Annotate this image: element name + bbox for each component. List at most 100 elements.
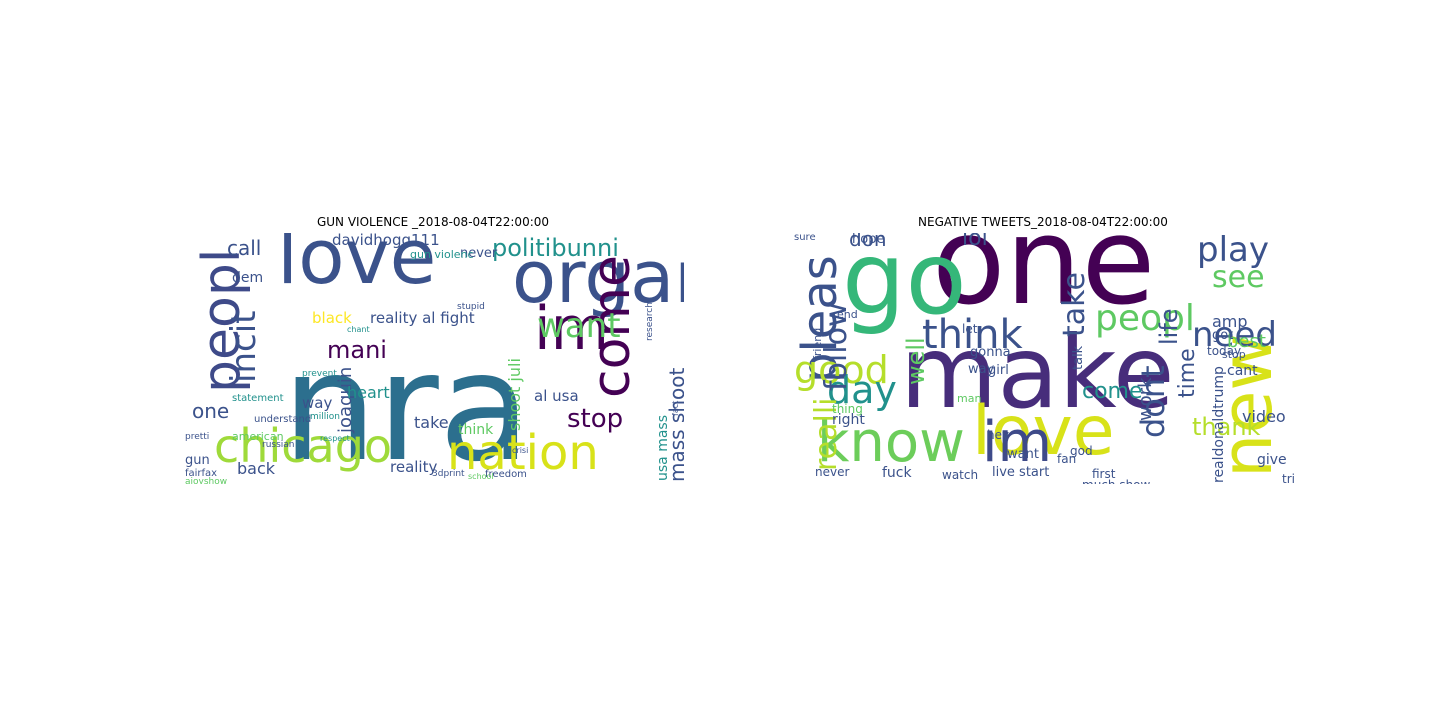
cloud-word: black bbox=[312, 309, 352, 327]
cloud-word: don bbox=[849, 233, 887, 251]
cloud-word: live start bbox=[992, 465, 1050, 480]
cloud-word: one bbox=[932, 233, 1156, 332]
cloud-word: pretti bbox=[185, 432, 210, 442]
cloud-word: take bbox=[1057, 272, 1092, 337]
right-word-cloud: one go make love know im new pleas think peopl nee… bbox=[792, 233, 1294, 484]
cloud-word: want bbox=[537, 306, 621, 346]
cloud-word: cant bbox=[1227, 363, 1258, 379]
cloud-word: heart bbox=[347, 383, 390, 402]
cloud-word: think bbox=[458, 422, 494, 438]
cloud-word: fact bbox=[671, 400, 680, 416]
cloud-word: 3dprint bbox=[432, 469, 465, 479]
cloud-word: back bbox=[237, 459, 276, 478]
cloud-word: nra bbox=[282, 321, 531, 484]
cloud-word: realdonaldtrump bbox=[1211, 366, 1227, 483]
cloud-word: need bbox=[1192, 315, 1277, 355]
cloud-word: play bbox=[1197, 233, 1269, 270]
cloud-word: take bbox=[414, 413, 449, 432]
cloud-word: prevent bbox=[302, 369, 337, 379]
cloud-word: stupid bbox=[457, 302, 485, 312]
cloud-word: school bbox=[468, 472, 494, 481]
cloud-word: russian bbox=[262, 440, 295, 450]
cloud-word: good bbox=[794, 348, 889, 392]
cloud-word: much show bbox=[1082, 479, 1150, 484]
cloud-word: gun violenc bbox=[410, 248, 474, 261]
cloud-word: fuck bbox=[882, 465, 912, 481]
cloud-word: best bbox=[1227, 331, 1266, 352]
cloud-word: hope bbox=[852, 233, 885, 247]
cloud-word: politibunni bbox=[492, 234, 619, 262]
cloud-word: thing bbox=[832, 402, 863, 416]
cloud-word: reality bbox=[390, 458, 438, 476]
cloud-word: dem bbox=[232, 270, 264, 286]
right-cloud-title: NEGATIVE TWEETS_2018-08-04T22:00:00 bbox=[918, 215, 1168, 229]
cloud-word: gonna bbox=[970, 345, 1011, 360]
cloud-word: im bbox=[982, 410, 1053, 475]
cloud-word: way bbox=[302, 394, 333, 412]
cloud-word: research bbox=[645, 302, 655, 341]
cloud-word: love bbox=[277, 233, 437, 301]
cloud-word: never bbox=[815, 465, 850, 479]
cloud-word: god bbox=[1070, 444, 1093, 458]
cloud-word: million bbox=[310, 412, 340, 422]
cloud-word: never bbox=[460, 246, 498, 261]
cloud-word: go bbox=[842, 233, 967, 337]
cloud-word: stop bbox=[1222, 348, 1246, 361]
cloud-word: time bbox=[1175, 348, 1200, 398]
cloud-word: talk bbox=[1071, 345, 1086, 370]
cloud-word: sure bbox=[794, 233, 816, 243]
cloud-word: give bbox=[1257, 452, 1287, 468]
cloud-word: tri bbox=[1282, 472, 1294, 484]
cloud-word: stop bbox=[567, 404, 624, 434]
cloud-word: know bbox=[817, 410, 965, 475]
cloud-word: thank bbox=[1192, 413, 1261, 441]
cloud-word: one bbox=[192, 399, 230, 423]
cloud-word: friend bbox=[811, 327, 824, 360]
cloud-word: day bbox=[827, 368, 897, 412]
cloud-word: freedom bbox=[485, 469, 527, 480]
cloud-word: mani bbox=[327, 336, 387, 364]
cloud-word: first bbox=[1092, 467, 1116, 481]
cloud-word: hey bbox=[987, 428, 1010, 442]
left-cloud-title: GUN VIOLENCE _2018-08-04T22:00:00 bbox=[316, 215, 550, 229]
cloud-word: gun bbox=[185, 453, 210, 468]
cloud-word: see bbox=[1212, 260, 1265, 295]
cloud-word: statement bbox=[232, 393, 284, 404]
cloud-word: today bbox=[1207, 344, 1242, 358]
cloud-word: davidhogg111 bbox=[332, 233, 440, 249]
cloud-word: come bbox=[1082, 379, 1143, 404]
cloud-word: chant bbox=[347, 325, 370, 334]
cloud-word: call bbox=[227, 236, 262, 260]
cloud-word: understand bbox=[254, 414, 312, 425]
cloud-word: way bbox=[968, 362, 995, 377]
cloud-word: right bbox=[832, 412, 865, 428]
cloud-word: make bbox=[900, 314, 1175, 431]
cloud-word: organ bbox=[512, 235, 684, 319]
cloud-word: chicago bbox=[214, 419, 393, 473]
cloud-word: end bbox=[837, 308, 858, 321]
cloud-word: want bbox=[1007, 447, 1039, 462]
cloud-word: life bbox=[1155, 308, 1183, 345]
cloud-word: think bbox=[922, 312, 1023, 358]
cloud-word: fairfax bbox=[185, 468, 218, 479]
cloud-word: al usa bbox=[534, 387, 579, 405]
cloud-word: american bbox=[232, 430, 284, 443]
cloud-word: love bbox=[972, 392, 1115, 471]
cloud-word: lol bbox=[962, 233, 988, 251]
cloud-word: nation bbox=[447, 425, 599, 481]
cloud-word: video bbox=[1242, 407, 1286, 426]
cloud-word: usa mass bbox=[655, 414, 671, 481]
left-word-cloud: nralovechicagonationorganpeoplcomeimwant… bbox=[182, 233, 684, 484]
cloud-word: im bbox=[534, 294, 610, 364]
cloud-word: ajoyshow bbox=[185, 477, 228, 485]
cloud-word: girl bbox=[988, 363, 1009, 378]
cloud-word: watch bbox=[942, 468, 979, 482]
cloud-word: got bbox=[1212, 328, 1234, 343]
cloud-word: respect bbox=[320, 434, 350, 443]
cloud-word: incit bbox=[224, 310, 264, 383]
cloud-word: work bbox=[1135, 377, 1156, 421]
cloud-word: peopl bbox=[1095, 298, 1195, 339]
cloud-word: reality al fight bbox=[370, 309, 475, 327]
cloud-word: well bbox=[902, 337, 930, 385]
cloud-word: shoot juli bbox=[505, 358, 524, 431]
